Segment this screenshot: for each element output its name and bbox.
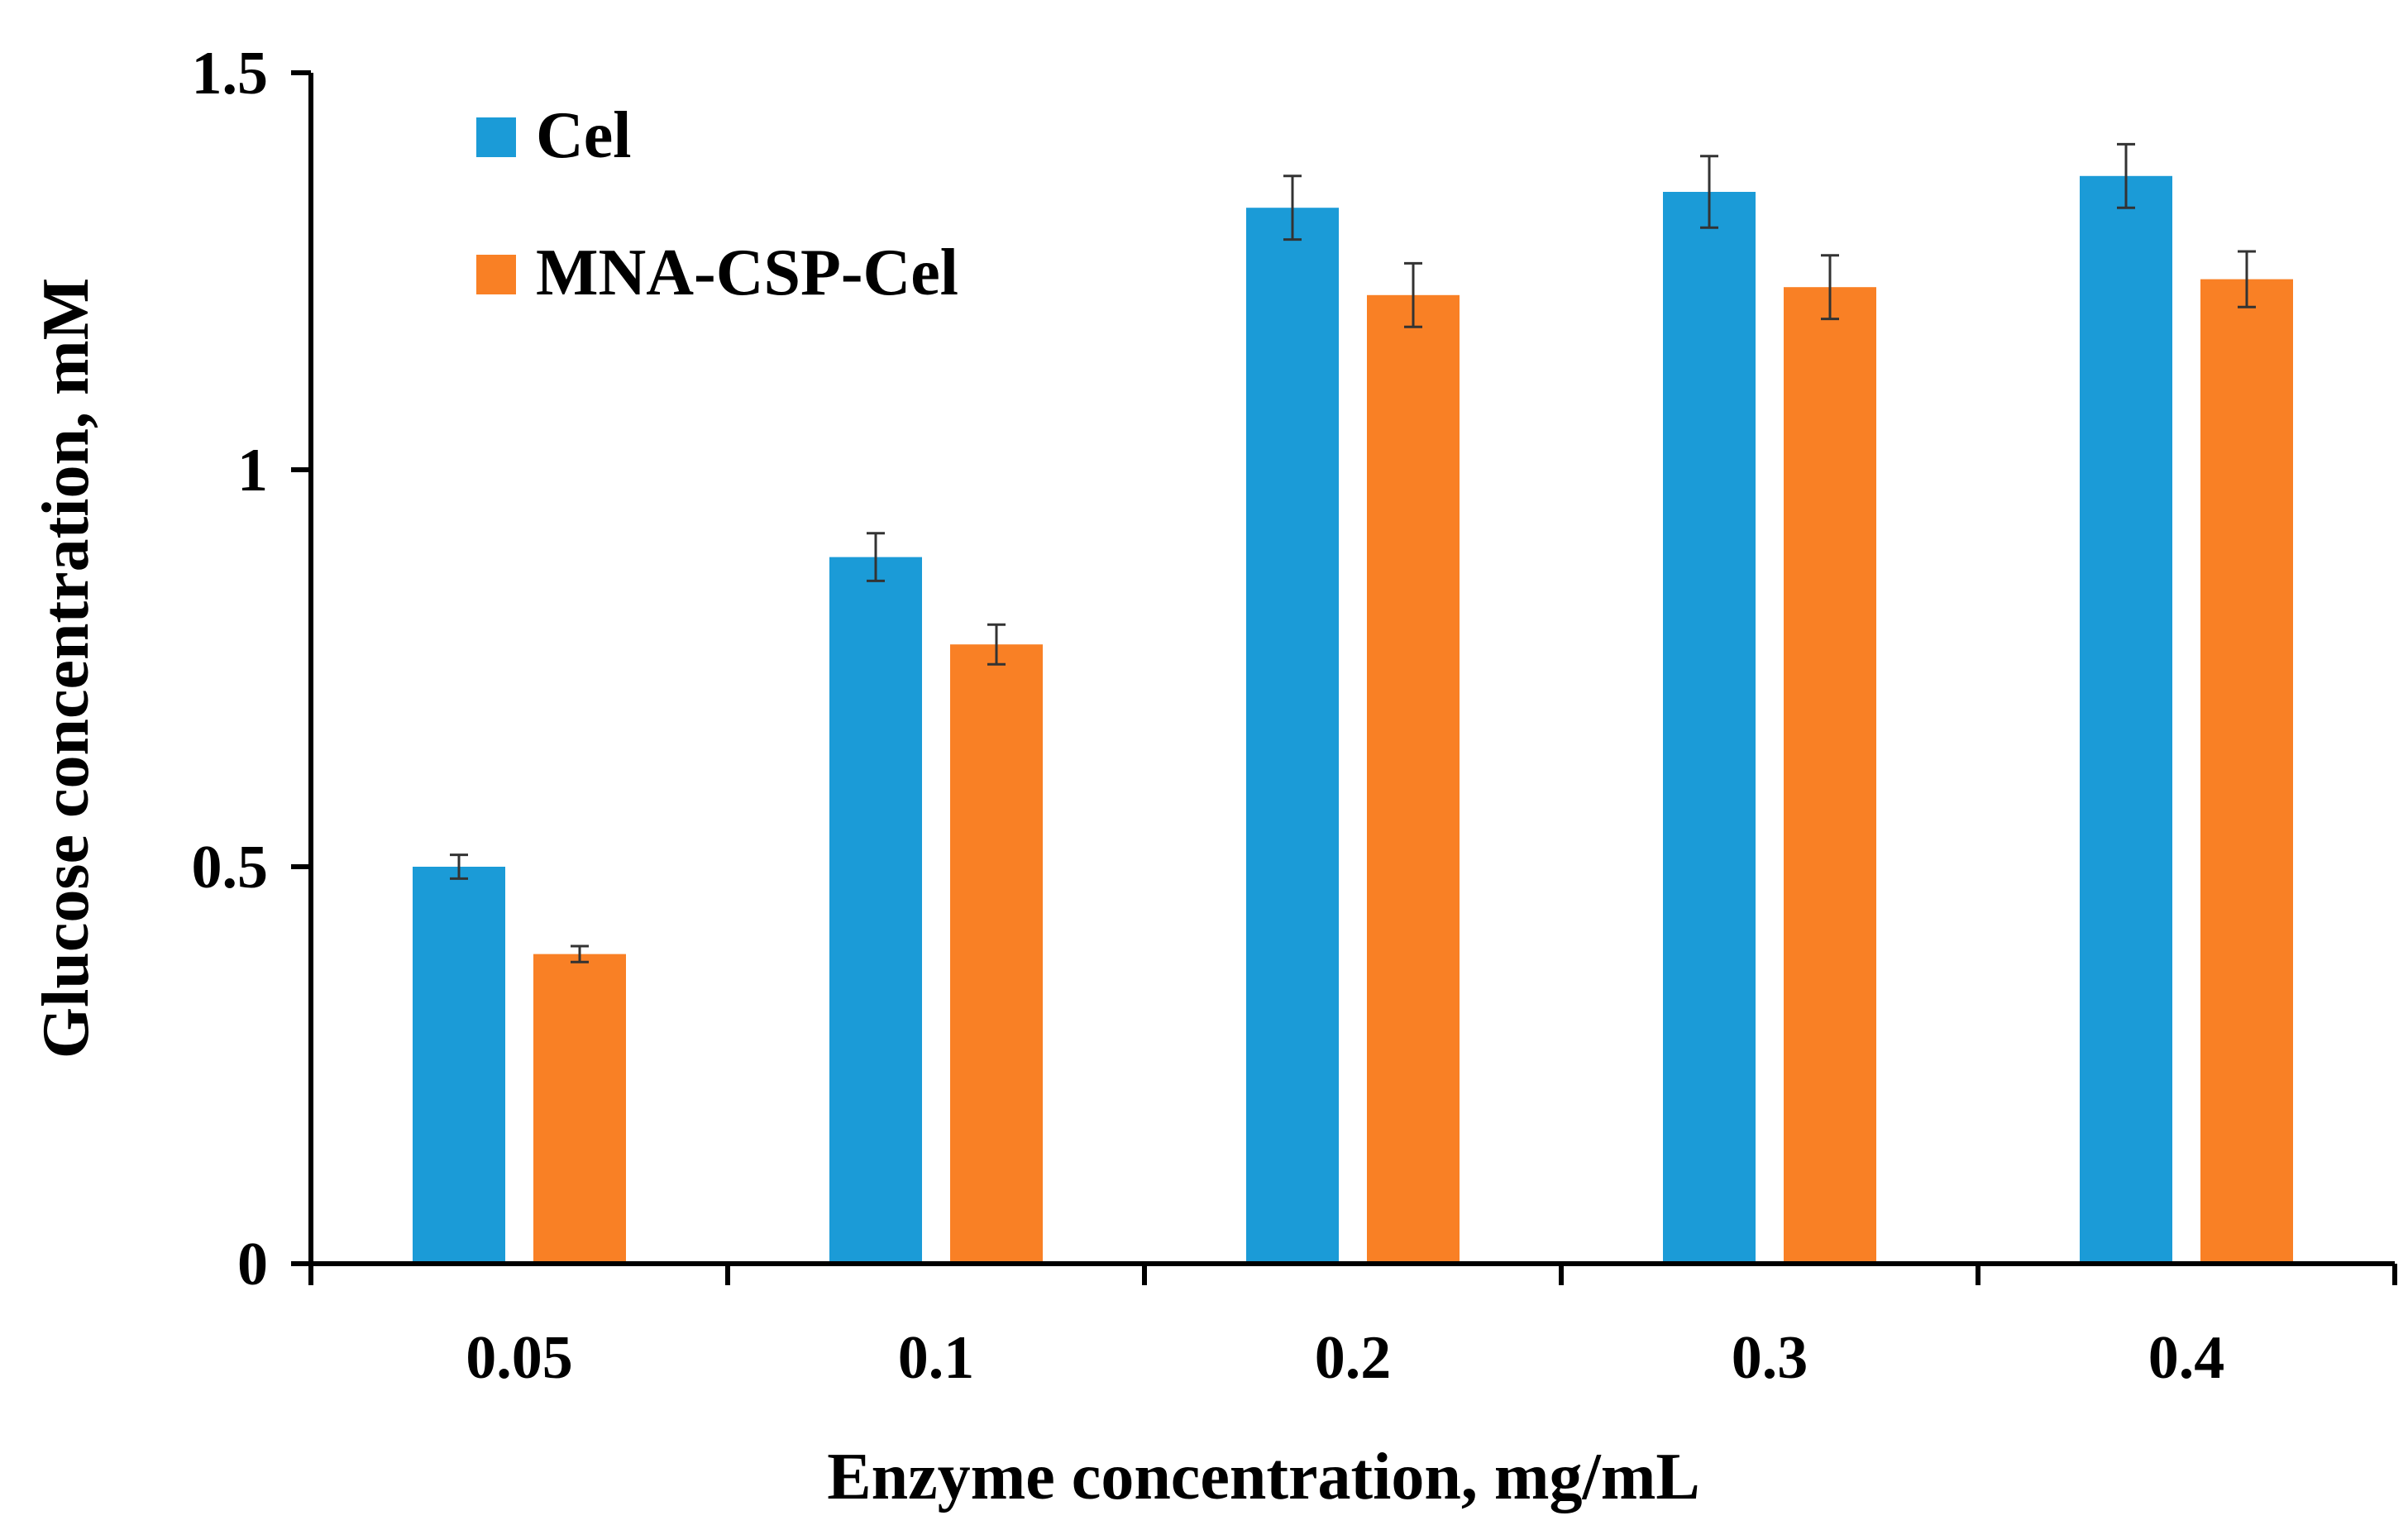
error-bar-cel [2117, 142, 2135, 209]
bars-group [413, 175, 2293, 1265]
error-bar-mna-csp-cel [987, 623, 1006, 666]
x-tick-label: 0.4 [2148, 1324, 2225, 1392]
bar-mna-csp-cel [950, 644, 1043, 1264]
error-bar-mna-csp-cel [1821, 254, 1839, 321]
y-axis-title: Glucose concentration, mM [30, 278, 103, 1059]
error-bars-group [450, 142, 2256, 963]
error-bar-mna-csp-cel [571, 944, 589, 963]
legend-swatch [476, 117, 516, 157]
x-tick-label: 0.05 [466, 1324, 573, 1392]
bar-mna-csp-cel [2200, 279, 2293, 1265]
bar-mna-csp-cel [1784, 287, 1876, 1265]
y-tick-label: 1.5 [192, 40, 269, 108]
error-bar-cel [450, 853, 468, 880]
x-tick-label: 0.3 [1732, 1324, 1808, 1392]
x-tick-label: 0.2 [1315, 1324, 1392, 1392]
legend-item-mna-csp-cel: MNA-CSP-Cel [476, 237, 958, 309]
bar-cel [829, 557, 922, 1264]
error-bar-mna-csp-cel [1404, 261, 1422, 328]
legend: Cel MNA-CSP-Cel [476, 99, 958, 309]
legend-item-cel: Cel [476, 99, 632, 172]
x-ticks-group: 0.05 0.1 0.2 0.3 0.4 [308, 1264, 2397, 1392]
error-bar-mna-csp-cel [2238, 250, 2256, 308]
bar-cel [2080, 175, 2172, 1264]
y-ticks-group: 0 0.5 1 1.5 [192, 40, 311, 1298]
legend-swatch [476, 255, 516, 294]
bar-mna-csp-cel [533, 954, 626, 1264]
bar-mna-csp-cel [1367, 294, 1460, 1264]
x-axis-title: Enzyme concentration, mg/mL [827, 1441, 1699, 1513]
error-bar-cel [1283, 175, 1302, 241]
y-tick-label: 0.5 [192, 834, 269, 901]
bar-cel [413, 867, 505, 1264]
error-bar-cel [1700, 155, 1718, 229]
error-bar-cel [867, 532, 885, 582]
bar-cel [1663, 192, 1756, 1264]
legend-label: MNA-CSP-Cel [536, 237, 958, 309]
axes-group [291, 73, 2395, 1266]
x-tick-label: 0.1 [898, 1324, 975, 1392]
bar-cel [1246, 208, 1339, 1265]
legend-label: Cel [536, 99, 632, 172]
y-tick-label: 1 [237, 437, 268, 504]
y-tick-label: 0 [237, 1231, 268, 1298]
